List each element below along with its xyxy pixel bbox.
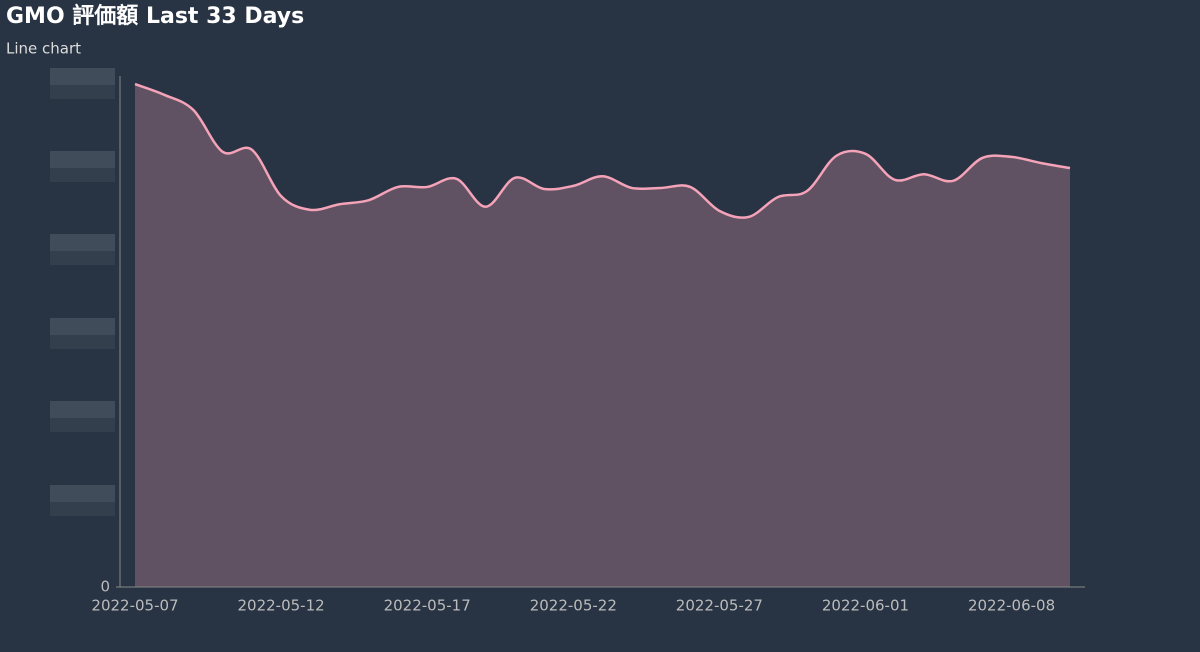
blurred-label: [50, 418, 115, 432]
x-tick-label: 2022-05-22: [530, 597, 617, 615]
blurred-label: [50, 401, 115, 418]
blurred-label: [50, 68, 115, 85]
blurred-y-labels: [50, 68, 115, 516]
blurred-label: [50, 234, 115, 251]
chart-subtitle: Line chart: [6, 40, 81, 58]
blurred-label: [50, 151, 115, 168]
y-tick-label: 0: [100, 578, 110, 596]
blurred-label: [50, 251, 115, 265]
blurred-label: [50, 335, 115, 349]
x-tick-label: 2022-06-08: [968, 597, 1055, 615]
x-tick-label: 2022-05-27: [676, 597, 763, 615]
area: [135, 84, 1070, 587]
chart-title: GMO 評価額 Last 33 Days: [6, 3, 304, 29]
blurred-label: [50, 85, 115, 99]
blurred-label: [50, 502, 115, 516]
x-tick-label: 2022-05-12: [238, 597, 325, 615]
x-tick-label: 2022-06-01: [822, 597, 909, 615]
line: [134, 82, 1071, 219]
x-tick-label: 2022-05-17: [384, 597, 471, 615]
x-tick-label: 2022-05-07: [91, 597, 178, 615]
blurred-label: [50, 168, 115, 182]
blurred-label: [50, 318, 115, 335]
blurred-label: [50, 485, 115, 502]
